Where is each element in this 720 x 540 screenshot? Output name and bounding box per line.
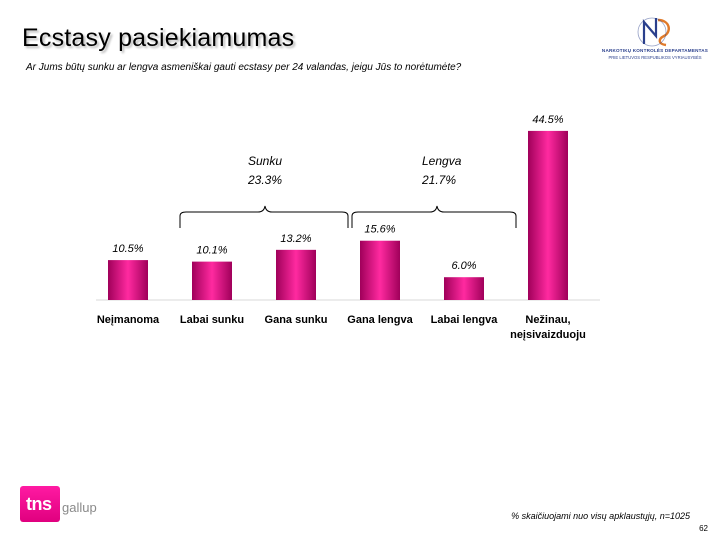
- bar-5: [528, 130, 568, 300]
- category-label-1: Labai sunku: [180, 314, 244, 326]
- group-value-sunku: 23.3%: [248, 173, 283, 187]
- tns-logo-square: [20, 486, 60, 522]
- tns-gallup-logo: tns gallup: [20, 486, 110, 526]
- value-label-3: 15.6%: [364, 224, 395, 236]
- org-name: NARKOTIKŲ KONTROLĖS DEPARTAMENTAS: [601, 48, 709, 53]
- value-label-2: 13.2%: [280, 233, 311, 245]
- group-label-sunku: Sunku: [248, 154, 283, 168]
- bar-2: [276, 249, 316, 300]
- page-number: 62: [699, 524, 708, 533]
- category-label-5-line2: neįsivaizduoju: [510, 329, 586, 341]
- group-label-lengva: Lengva: [422, 154, 462, 168]
- category-label-0: Neįmanoma: [97, 314, 160, 326]
- category-label-5: Nežinau,: [525, 314, 570, 326]
- gallup-logo-text: gallup: [62, 500, 97, 515]
- org-subname: PRIE LIETUVOS RESPUBLIKOS VYRIAUSYBĖS: [608, 55, 702, 60]
- bar-4: [444, 277, 484, 300]
- value-label-1: 10.1%: [196, 245, 227, 257]
- nkd-emblem-icon: [637, 17, 670, 47]
- bar-3: [360, 240, 400, 300]
- value-label-0: 10.5%: [112, 243, 143, 255]
- value-label-4: 6.0%: [451, 260, 476, 272]
- bar-0: [108, 260, 148, 300]
- value-label-5: 44.5%: [532, 114, 563, 126]
- category-label-2: Gana sunku: [265, 314, 328, 326]
- page-title: Ecstasy pasiekiamumas: [22, 24, 295, 52]
- sample-footnote: % skaičiuojami nuo visų apklaustųjų, n=1…: [511, 511, 690, 521]
- bracket-sunku: [179, 205, 349, 228]
- tns-logo-text: tns: [26, 494, 52, 514]
- bar-1: [192, 261, 232, 300]
- bracket-lengva: [351, 205, 517, 228]
- org-logo: NARKOTIKŲ KONTROLĖS DEPARTAMENTAS PRIE L…: [600, 14, 710, 70]
- group-value-lengva: 21.7%: [422, 173, 457, 187]
- category-label-3: Gana lengva: [347, 314, 413, 326]
- category-label-4: Labai lengva: [431, 314, 499, 326]
- survey-question: Ar Jums būtų sunku ar lengva asmeniškai …: [26, 62, 462, 73]
